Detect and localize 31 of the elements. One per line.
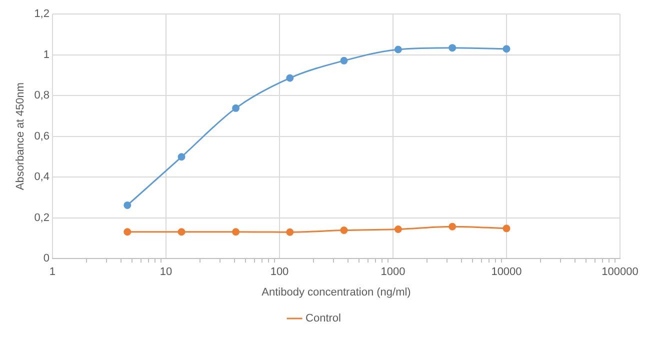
point (448, 222, 456, 230)
x-tick-label: 10000 (491, 266, 522, 278)
point (178, 228, 186, 236)
y-tick-label: 1,2 (34, 8, 50, 20)
y-tick-label: 0,8 (34, 90, 50, 102)
point (502, 45, 510, 53)
legend-label: Control (306, 312, 341, 325)
point (178, 153, 186, 161)
x-tick-label: 10 (160, 266, 172, 278)
x-tick-label: 100000 (602, 266, 638, 278)
y-axis-title: Absorbance at 450nm (14, 82, 27, 190)
point (502, 224, 510, 232)
x-tick-label: 100 (270, 266, 289, 278)
point (232, 228, 240, 236)
point (232, 104, 240, 112)
point (286, 228, 294, 236)
x-axis-title: Antibody concentration (ng/ml) (262, 286, 411, 298)
point (124, 201, 132, 209)
x-tick-label: 1000 (380, 266, 406, 278)
point (340, 56, 348, 64)
y-tick-label: 0 (43, 252, 50, 265)
y-tick-label: 0,2 (34, 212, 50, 224)
y-tick-label: 1 (43, 48, 50, 61)
point (448, 44, 456, 52)
point (340, 226, 348, 234)
y-tick-label: 0,6 (34, 130, 50, 142)
point (394, 46, 402, 54)
y-tick-label: 0,4 (34, 171, 50, 184)
point (394, 226, 402, 233)
point (286, 74, 294, 82)
point (124, 228, 132, 236)
